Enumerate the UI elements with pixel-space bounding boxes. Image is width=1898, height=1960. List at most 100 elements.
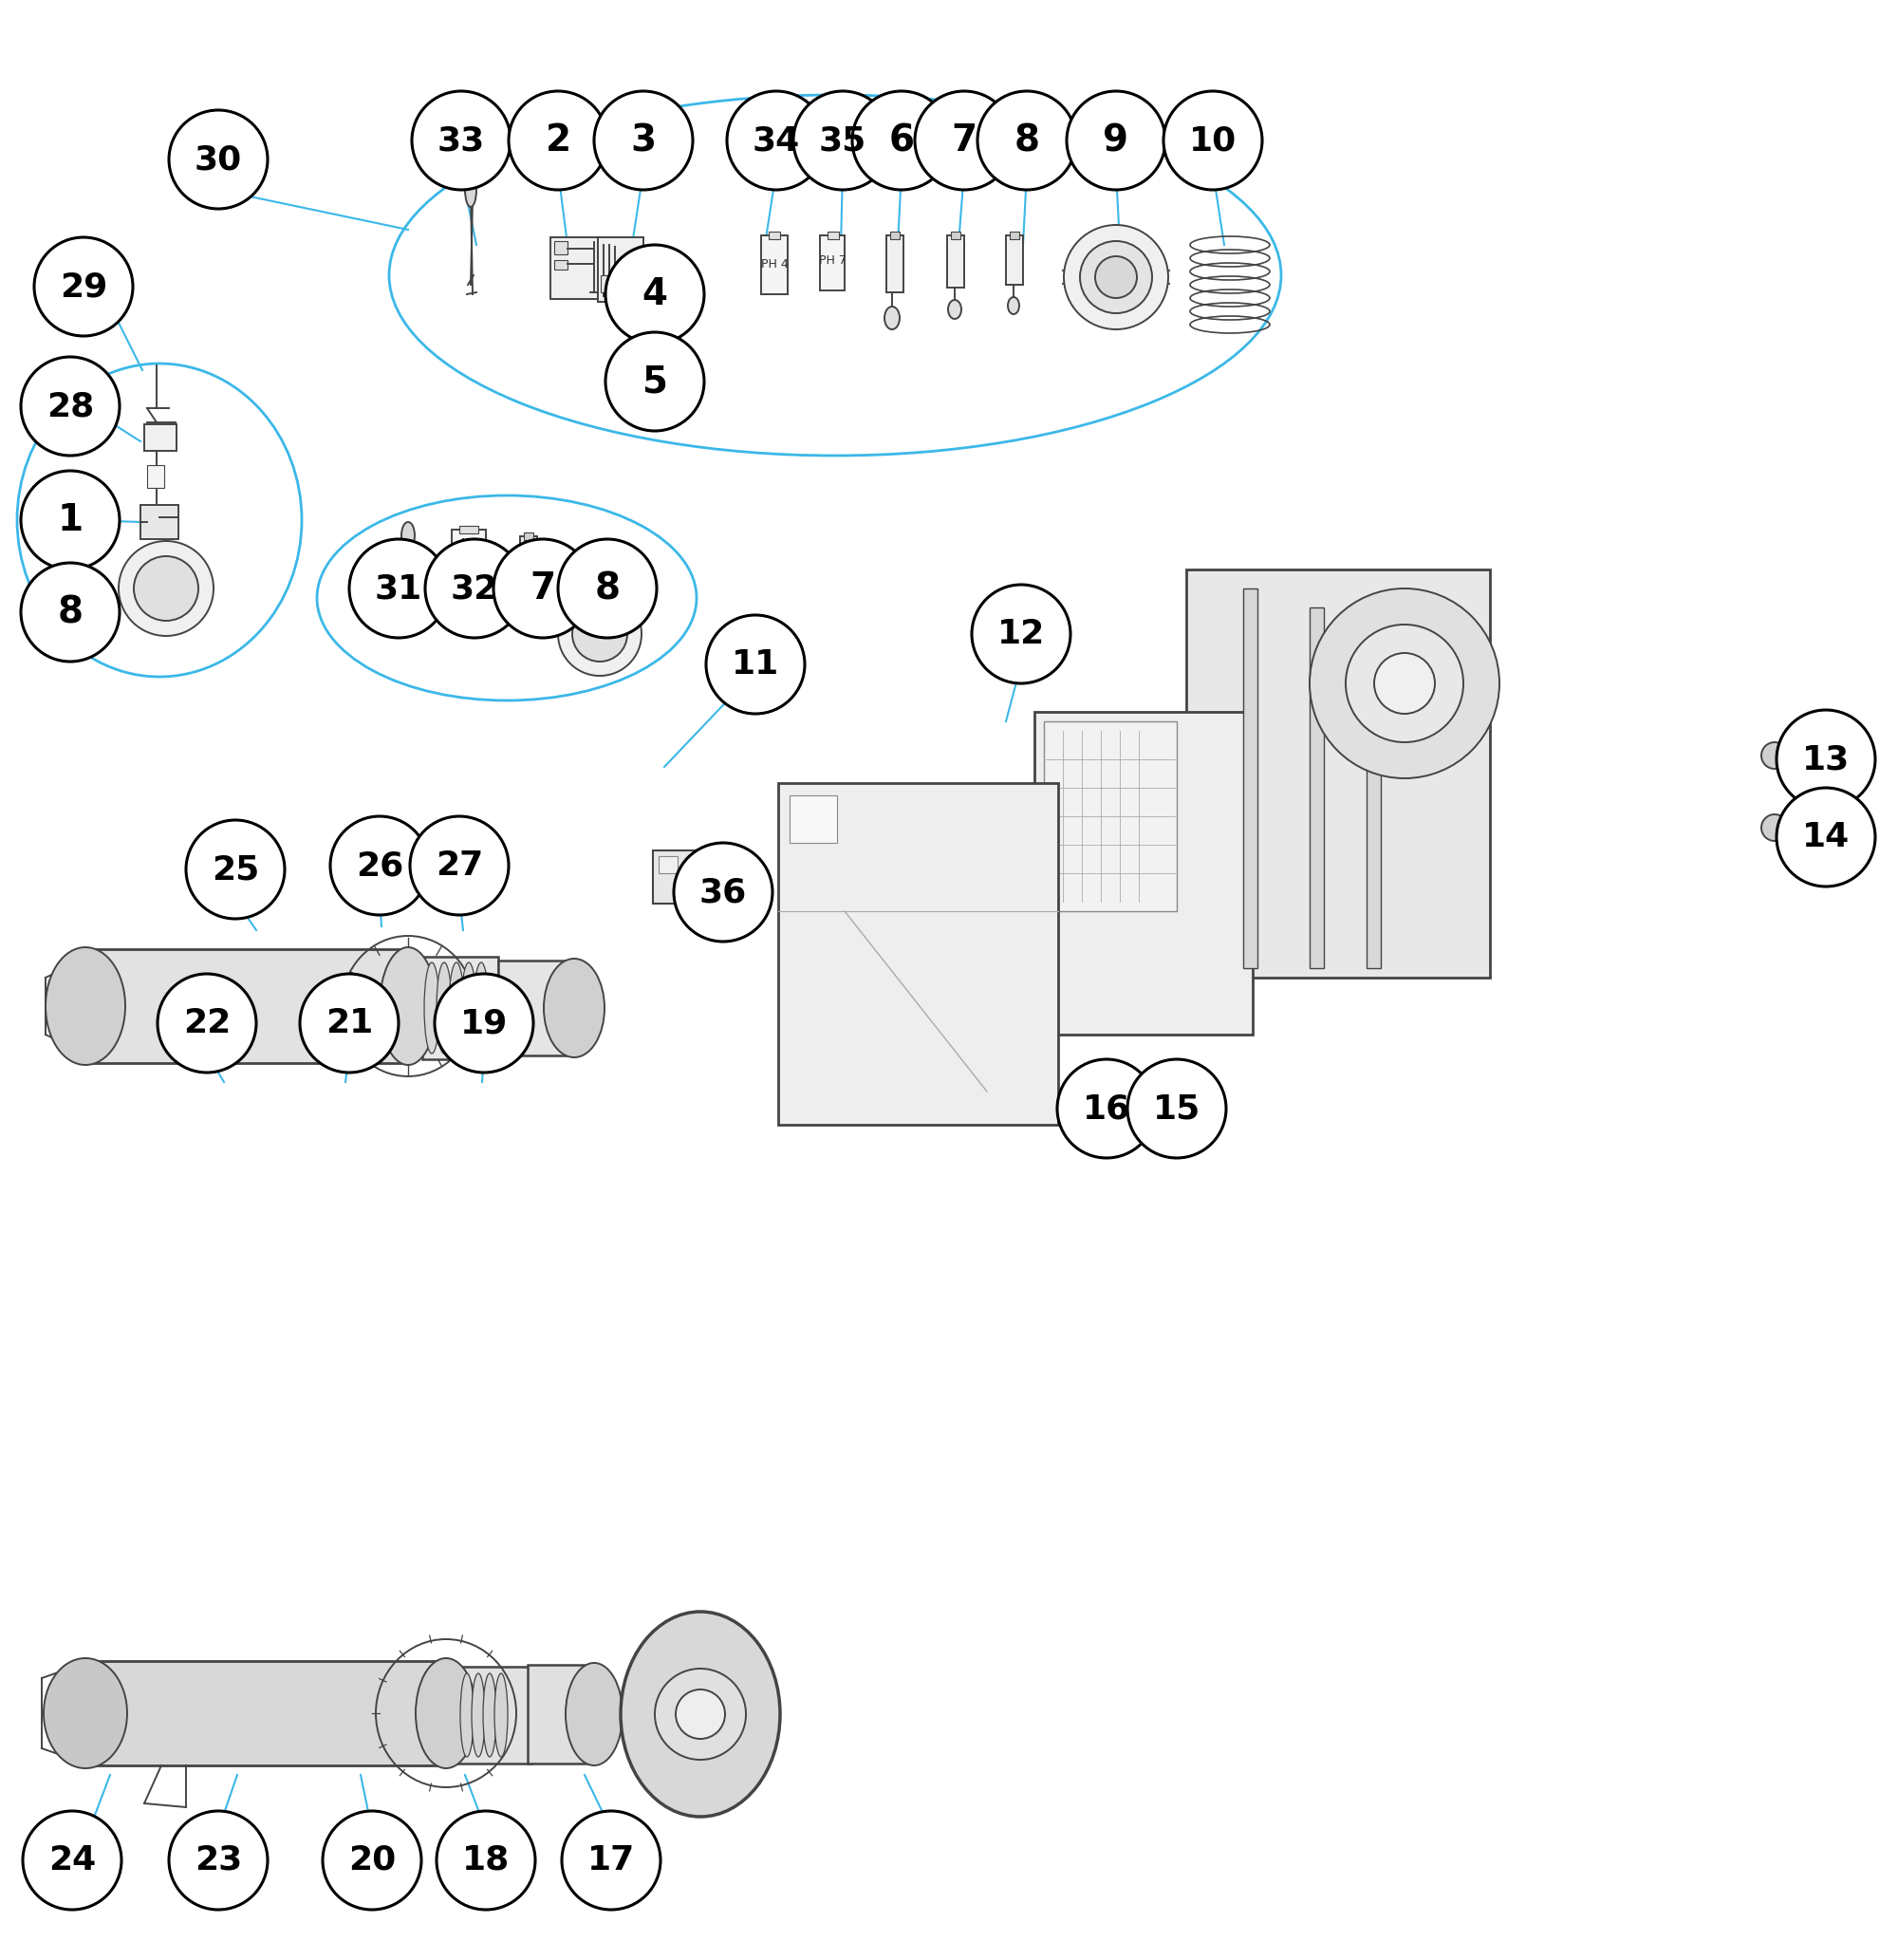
Bar: [1044, 721, 1177, 911]
Bar: [761, 235, 788, 294]
Ellipse shape: [474, 962, 490, 1054]
Bar: [85, 949, 408, 1062]
Text: 15: 15: [1152, 1092, 1201, 1125]
Ellipse shape: [465, 172, 476, 208]
Circle shape: [23, 1811, 121, 1909]
Bar: [452, 529, 486, 578]
Circle shape: [1127, 1058, 1226, 1158]
Circle shape: [34, 237, 133, 335]
Circle shape: [1777, 788, 1875, 886]
Circle shape: [1310, 588, 1499, 778]
Ellipse shape: [473, 1674, 486, 1756]
Bar: [520, 537, 537, 584]
Bar: [1006, 235, 1023, 284]
Circle shape: [323, 1811, 421, 1909]
Ellipse shape: [545, 958, 605, 1056]
Text: 7: 7: [530, 570, 556, 606]
Circle shape: [674, 843, 772, 941]
Circle shape: [972, 584, 1070, 684]
Circle shape: [330, 815, 429, 915]
Circle shape: [300, 974, 399, 1072]
Text: 32: 32: [450, 572, 499, 604]
Ellipse shape: [380, 947, 437, 1064]
Circle shape: [605, 245, 704, 343]
Text: 21: 21: [325, 1007, 374, 1039]
Circle shape: [1163, 90, 1262, 190]
Ellipse shape: [450, 962, 465, 1054]
Text: 29: 29: [59, 270, 108, 302]
Text: 23: 23: [194, 1844, 243, 1876]
Text: 27: 27: [435, 849, 484, 882]
Circle shape: [169, 1811, 268, 1909]
Circle shape: [655, 1668, 746, 1760]
Text: 18: 18: [461, 1844, 511, 1876]
Ellipse shape: [621, 1611, 780, 1817]
Bar: [140, 506, 178, 539]
Ellipse shape: [44, 1658, 127, 1768]
Text: 19: 19: [459, 1007, 509, 1039]
Text: 20: 20: [347, 1844, 397, 1876]
Bar: [890, 231, 900, 239]
Text: 17: 17: [586, 1844, 636, 1876]
Text: 14: 14: [1801, 821, 1851, 853]
Circle shape: [793, 90, 892, 190]
Circle shape: [1761, 813, 1788, 841]
Circle shape: [1080, 241, 1152, 314]
Text: 35: 35: [818, 123, 867, 157]
Circle shape: [727, 90, 826, 190]
Bar: [423, 956, 499, 1058]
Bar: [1310, 608, 1325, 968]
Text: PH 7: PH 7: [818, 255, 847, 267]
Text: 2: 2: [545, 122, 571, 159]
Circle shape: [573, 606, 628, 662]
Circle shape: [558, 539, 657, 637]
Ellipse shape: [402, 521, 416, 549]
Bar: [554, 241, 568, 255]
Text: 470
mV: 470 mV: [457, 537, 480, 564]
Bar: [1010, 231, 1019, 239]
Circle shape: [120, 541, 214, 635]
Bar: [790, 796, 837, 843]
Text: 8: 8: [57, 594, 84, 631]
Text: 25: 25: [211, 853, 260, 886]
Circle shape: [158, 974, 256, 1072]
Circle shape: [435, 974, 533, 1072]
Bar: [1243, 588, 1256, 968]
Circle shape: [21, 470, 120, 570]
Circle shape: [425, 539, 524, 637]
Circle shape: [1063, 225, 1169, 329]
Circle shape: [509, 90, 607, 190]
Bar: [820, 235, 845, 290]
Circle shape: [169, 110, 268, 210]
Ellipse shape: [884, 306, 900, 329]
Circle shape: [1761, 743, 1788, 768]
Circle shape: [349, 539, 448, 637]
Text: 3: 3: [630, 122, 657, 159]
Bar: [554, 261, 568, 270]
Bar: [653, 851, 729, 904]
Circle shape: [412, 90, 511, 190]
Circle shape: [558, 592, 642, 676]
Ellipse shape: [461, 962, 476, 1054]
Text: 4: 4: [642, 276, 668, 312]
Text: 36: 36: [698, 876, 748, 907]
Circle shape: [977, 90, 1076, 190]
Text: 26: 26: [355, 849, 404, 882]
Bar: [828, 231, 839, 239]
Circle shape: [493, 539, 592, 637]
Ellipse shape: [461, 1674, 474, 1756]
Circle shape: [1057, 1058, 1156, 1158]
Circle shape: [186, 819, 285, 919]
Bar: [602, 274, 630, 292]
Circle shape: [605, 331, 704, 431]
Ellipse shape: [1008, 298, 1019, 314]
Text: 13: 13: [1801, 743, 1851, 776]
Text: 6: 6: [888, 122, 915, 159]
Circle shape: [437, 1811, 535, 1909]
Circle shape: [21, 563, 120, 662]
Bar: [598, 237, 643, 302]
Circle shape: [1095, 257, 1137, 298]
Circle shape: [706, 615, 805, 713]
Ellipse shape: [495, 1674, 509, 1756]
Text: 8: 8: [1014, 122, 1040, 159]
